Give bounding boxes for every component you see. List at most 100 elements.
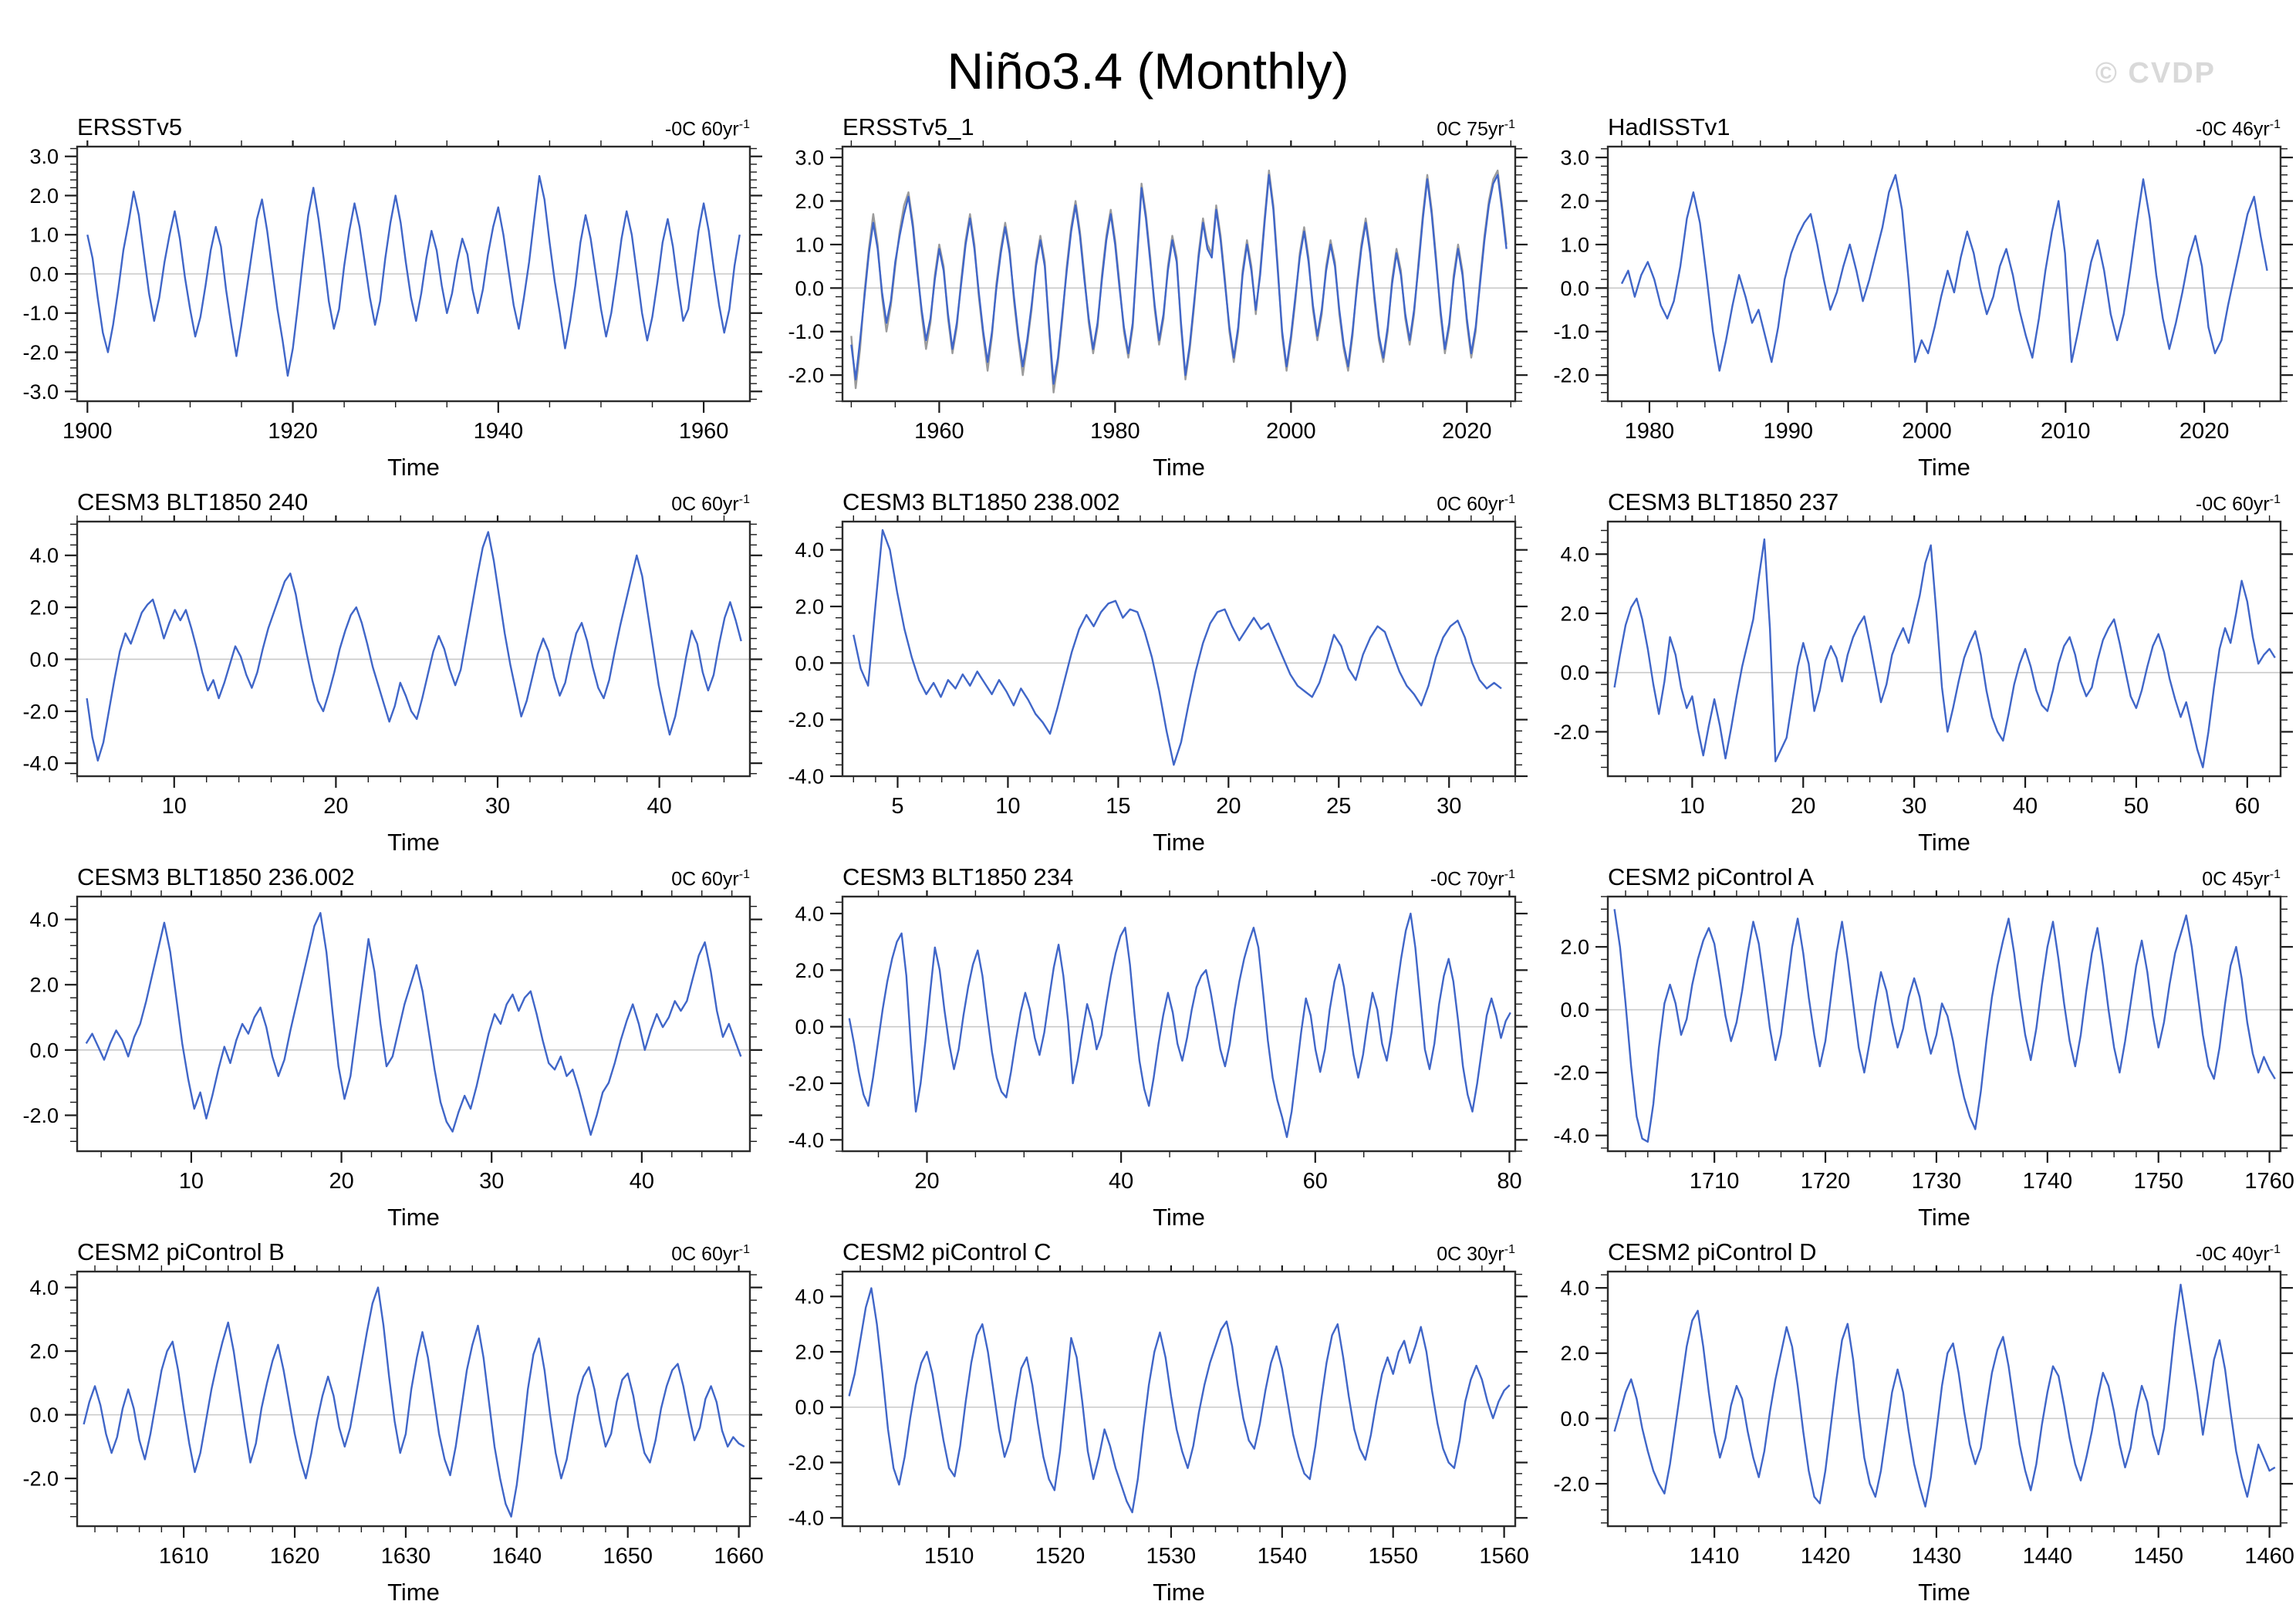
- svg-text:1430: 1430: [1912, 1544, 1962, 1569]
- panel-header: ERSSTv5 -0C 60yr-1: [77, 111, 750, 140]
- timeseries-chart: 4.0 2.0 0.0 -2.0 -4.0 5 10 15 20 25 30 Time: [788, 515, 1528, 856]
- svg-text:-2.0: -2.0: [788, 1451, 824, 1474]
- svg-text:2.0: 2.0: [29, 184, 59, 208]
- trend-value: 0C 45yr: [2202, 868, 2270, 890]
- svg-text:80: 80: [1497, 1169, 1521, 1194]
- svg-text:20: 20: [1216, 794, 1241, 819]
- panel-trend-stat: -0C 46yr-1: [2196, 113, 2281, 140]
- svg-text:4.0: 4.0: [1560, 543, 1589, 566]
- panel-title: CESM2 piControl B: [77, 1238, 285, 1265]
- svg-text:4.0: 4.0: [795, 539, 824, 562]
- timeseries-chart: 4.0 2.0 0.0 -2.0 -4.0 10 20 30 40 Time: [22, 515, 762, 856]
- x-axis-title: Time: [1153, 454, 1205, 481]
- x-axis-title: Time: [387, 1579, 440, 1606]
- svg-text:1640: 1640: [492, 1544, 542, 1569]
- panel-trend-stat: 0C 60yr-1: [671, 1238, 750, 1265]
- timeseries-chart: 4.0 2.0 0.0 -2.0 -4.0 1510 1520 1530 1540 1550 156…: [788, 1265, 1529, 1606]
- panel-cesm3-blt1850-234: CESM3 BLT1850 234 -0C 70yr-1 4.0 2.0 0.0 -2…: [765, 856, 1531, 1231]
- trend-exponent: -1: [738, 1242, 750, 1256]
- panel-cesm3-blt1850-237: CESM3 BLT1850 237 -0C 60yr-1 4.0 2.0 0.0 -2…: [1531, 481, 2296, 856]
- panel-header: CESM3 BLT1850 236.002 0C 60yr-1: [77, 861, 750, 890]
- svg-text:2010: 2010: [2041, 419, 2091, 444]
- x-axis-title: Time: [387, 454, 440, 481]
- panel-trend-stat: -0C 70yr-1: [1430, 863, 1515, 890]
- svg-text:1960: 1960: [679, 419, 729, 444]
- panel-header: HadISSTv1 -0C 46yr-1: [1608, 111, 2281, 140]
- trend-exponent: -1: [2269, 492, 2281, 506]
- svg-text:2.0: 2.0: [1560, 1342, 1589, 1365]
- trend-value: -0C 70yr: [1430, 868, 1504, 890]
- svg-text:-4.0: -4.0: [788, 765, 824, 788]
- svg-text:0.0: 0.0: [29, 262, 59, 285]
- panel-title: CESM3 BLT1850 238.002: [842, 488, 1120, 515]
- svg-text:10: 10: [179, 1169, 204, 1194]
- panel-title: CESM3 BLT1850 234: [842, 863, 1074, 890]
- svg-text:40: 40: [2013, 794, 2038, 819]
- svg-text:2020: 2020: [2180, 419, 2230, 444]
- svg-text:1460: 1460: [2244, 1544, 2294, 1569]
- svg-text:10: 10: [162, 794, 187, 819]
- svg-text:-4.0: -4.0: [788, 1129, 824, 1152]
- x-axis-title: Time: [387, 829, 440, 856]
- svg-text:0.0: 0.0: [29, 1039, 59, 1062]
- svg-text:2.0: 2.0: [1560, 602, 1589, 625]
- panel-cesm3-blt1850-240: CESM3 BLT1850 240 0C 60yr-1 4.0 2.0 0.0 -2.…: [0, 481, 765, 856]
- trend-exponent: -1: [1504, 1242, 1515, 1256]
- svg-text:-2.0: -2.0: [22, 700, 59, 723]
- svg-text:10: 10: [1680, 794, 1704, 819]
- svg-text:30: 30: [479, 1169, 504, 1194]
- panel-hadisstv1: HadISSTv1 -0C 46yr-1 3.0 2.0 1.0 0.0 -1.0 -2.…: [1531, 106, 2296, 481]
- panel-trend-stat: 0C 75yr-1: [1437, 113, 1515, 140]
- figure-header: Niño3.4 (Monthly) © CVDP: [0, 0, 2296, 108]
- timeseries-chart: 4.0 2.0 0.0 -2.0 1410 1420 1430 1440 1450 1460 Tim…: [1553, 1265, 2294, 1606]
- svg-text:4.0: 4.0: [29, 544, 59, 567]
- trend-exponent: -1: [1504, 117, 1515, 131]
- svg-text:1710: 1710: [1690, 1169, 1740, 1194]
- svg-text:0.0: 0.0: [1560, 998, 1589, 1022]
- svg-text:1510: 1510: [924, 1544, 974, 1569]
- svg-text:4.0: 4.0: [29, 908, 59, 931]
- svg-text:20: 20: [329, 1169, 353, 1194]
- svg-text:0.0: 0.0: [1560, 277, 1589, 300]
- svg-text:-3.0: -3.0: [22, 380, 59, 404]
- svg-text:-2.0: -2.0: [1553, 1472, 1589, 1495]
- cvdp-watermark: © CVDP: [2095, 57, 2216, 90]
- trend-value: 0C 75yr: [1437, 118, 1504, 140]
- panel-trend-stat: 0C 60yr-1: [671, 488, 750, 515]
- svg-text:1900: 1900: [62, 419, 113, 444]
- trend-exponent: -1: [2269, 867, 2281, 881]
- panel-title: CESM3 BLT1850 236.002: [77, 863, 355, 890]
- svg-text:1750: 1750: [2133, 1169, 2183, 1194]
- panel-cesm3-blt1850-236-002: CESM3 BLT1850 236.002 0C 60yr-1 4.0 2.0 0.…: [0, 856, 765, 1231]
- svg-text:-4.0: -4.0: [22, 752, 59, 775]
- svg-text:-2.0: -2.0: [1553, 364, 1589, 387]
- svg-text:-2.0: -2.0: [788, 364, 824, 387]
- svg-text:1610: 1610: [159, 1544, 209, 1569]
- svg-text:1650: 1650: [603, 1544, 653, 1569]
- svg-text:40: 40: [1109, 1169, 1133, 1194]
- svg-text:2.0: 2.0: [29, 596, 59, 620]
- svg-text:-2.0: -2.0: [788, 708, 824, 731]
- x-axis-title: Time: [1153, 1204, 1205, 1231]
- trend-value: -0C 40yr: [2195, 1243, 2270, 1265]
- svg-text:5: 5: [891, 794, 903, 819]
- svg-text:20: 20: [323, 794, 348, 819]
- panels-grid: ERSSTv5 -0C 60yr-1 3.0 2.0 1.0 0.0 -1.0 -2.0-…: [0, 106, 2296, 1606]
- panel-cesm2-picontrol-b: CESM2 piControl B 0C 60yr-1 4.0 2.0 0.0 -2.…: [0, 1231, 765, 1606]
- svg-text:-2.0: -2.0: [22, 1468, 59, 1491]
- svg-text:3.0: 3.0: [795, 147, 824, 170]
- panel-title: CESM3 BLT1850 240: [77, 488, 309, 515]
- svg-text:1730: 1730: [1912, 1169, 1962, 1194]
- panel-trend-stat: -0C 60yr-1: [665, 113, 750, 140]
- svg-text:50: 50: [2124, 794, 2149, 819]
- svg-text:2.0: 2.0: [1560, 190, 1589, 213]
- svg-text:1980: 1980: [1625, 419, 1675, 444]
- timeseries-chart: 3.0 2.0 1.0 0.0 -1.0 -2.0 1960 1980 2000 2020 Time: [788, 140, 1528, 481]
- svg-text:20: 20: [914, 1169, 939, 1194]
- figure-title: Niño3.4 (Monthly): [947, 42, 1349, 100]
- svg-text:-2.0: -2.0: [1553, 721, 1589, 744]
- timeseries-chart: 4.0 2.0 0.0 -2.0 10 20 30 40 Time: [22, 890, 762, 1231]
- svg-text:10: 10: [995, 794, 1020, 819]
- svg-text:2.0: 2.0: [795, 190, 824, 213]
- panel-trend-stat: 0C 45yr-1: [2202, 863, 2281, 890]
